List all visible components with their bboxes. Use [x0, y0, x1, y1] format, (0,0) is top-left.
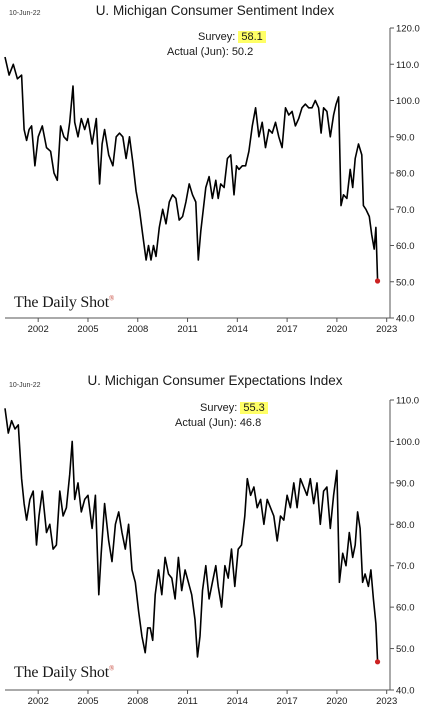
x-tick-label: 2011: [177, 696, 197, 707]
survey-value: 55.3: [240, 402, 268, 414]
y-tick-label: 80.0: [396, 169, 415, 180]
series-line: [4, 408, 379, 662]
actual-annotation: Actual (Jun): 50.2: [167, 46, 253, 58]
y-tick-label: 120.0: [396, 24, 420, 35]
x-tick-label: 2023: [376, 324, 397, 335]
expectations-chart: 10-Jun-22 U. Michigan Consumer Expectati…: [0, 360, 430, 720]
x-tick-label: 2014: [227, 696, 248, 707]
y-tick-label: 40.0: [396, 686, 415, 697]
actual-annotation: Actual (Jun): 46.8: [175, 417, 261, 429]
actual-label: Actual (Jun):: [175, 417, 237, 429]
actual-value: 46.8: [239, 417, 262, 429]
brand-logo: The Daily Shot®: [14, 294, 114, 312]
y-tick-label: 100.0: [396, 437, 420, 448]
y-tick-label: 80.0: [396, 520, 415, 531]
y-tick-label: 70.0: [396, 561, 415, 572]
y-tick-label: 50.0: [396, 277, 415, 288]
x-tick-label: 2011: [177, 324, 197, 335]
series-line: [4, 56, 379, 282]
x-tick-label: 2020: [326, 324, 347, 335]
sentiment-chart: 10-Jun-22 U. Michigan Consumer Sentiment…: [4, 3, 420, 335]
sentiment-plot: 40.0 50.0 60.0 70.0 80.0 90.0 100.0 110.0 120.0 2…: [4, 24, 420, 335]
x-tick-label: 2020: [326, 696, 347, 707]
chart-title: U. Michigan Consumer Sentiment Index: [95, 3, 335, 18]
x-tick-label: 2023: [376, 696, 397, 707]
survey-label: Survey:: [198, 31, 236, 43]
x-tick-label: 2005: [77, 324, 98, 335]
x-tick-label: 2005: [77, 696, 98, 707]
y-tick-label: 60.0: [396, 603, 415, 614]
date-stamp: 10-Jun-22: [9, 382, 41, 389]
survey-annotation: Survey: 55.3: [200, 402, 268, 414]
x-tick-label: 2002: [28, 696, 49, 707]
survey-label: Survey:: [200, 402, 238, 414]
actual-value: 50.2: [231, 46, 254, 58]
x-tick-label: 2014: [227, 324, 248, 335]
brand-mark: ®: [108, 294, 115, 303]
x-tick-label: 2008: [127, 696, 148, 707]
chart-title: U. Michigan Consumer Expectations Index: [87, 373, 343, 388]
x-tick-label: 2002: [28, 324, 49, 335]
y-tick-label: 110.0: [396, 396, 419, 407]
actual-label: Actual (Jun):: [167, 46, 229, 58]
brand-logo: The Daily Shot®: [14, 664, 114, 682]
brand-mark: ®: [108, 664, 115, 673]
survey-annotation: Survey: 58.1: [198, 31, 266, 43]
expectations-plot: 40.0 50.0 60.0 70.0 80.0 90.0 100.0 110.0 2002 20…: [4, 396, 420, 707]
y-tick-label: 110.0: [396, 60, 419, 71]
survey-value: 58.1: [238, 31, 266, 43]
brand-text: The Daily Shot: [14, 664, 109, 681]
y-tick-label: 90.0: [396, 132, 415, 143]
y-tick-label: 50.0: [396, 644, 415, 655]
y-tick-label: 90.0: [396, 478, 415, 489]
y-tick-label: 100.0: [396, 96, 420, 107]
x-tick-label: 2017: [277, 324, 298, 335]
x-tick-label: 2017: [277, 696, 298, 707]
y-tick-label: 60.0: [396, 241, 415, 252]
x-tick-label: 2008: [127, 324, 148, 335]
brand-text: The Daily Shot: [14, 294, 109, 311]
y-tick-label: 70.0: [396, 205, 415, 216]
y-tick-label: 40.0: [396, 314, 415, 325]
date-stamp: 10-Jun-22: [9, 10, 41, 17]
latest-point-marker: [374, 278, 381, 284]
latest-point-marker: [374, 659, 381, 665]
